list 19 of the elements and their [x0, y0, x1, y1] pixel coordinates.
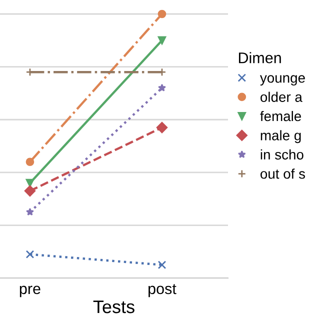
legend-label: male g — [260, 130, 301, 144]
point — [26, 208, 34, 216]
point — [158, 260, 166, 270]
point — [158, 84, 166, 92]
point — [158, 36, 166, 45]
point — [158, 10, 166, 18]
legend-label: younge — [260, 75, 305, 86]
legend-label: in scho — [260, 149, 304, 160]
legend-title: Dimen — [238, 52, 281, 64]
x-tick-label: pre — [20, 286, 40, 298]
legend-label: out of s — [260, 168, 305, 179]
x-axis-title: Tests — [93, 300, 134, 314]
point — [156, 122, 168, 134]
legend-label: female — [260, 110, 302, 122]
point — [26, 158, 34, 166]
point — [26, 250, 34, 258]
legend-label: older a — [260, 92, 302, 102]
x-tick-label: post — [148, 284, 176, 298]
point — [24, 185, 36, 197]
